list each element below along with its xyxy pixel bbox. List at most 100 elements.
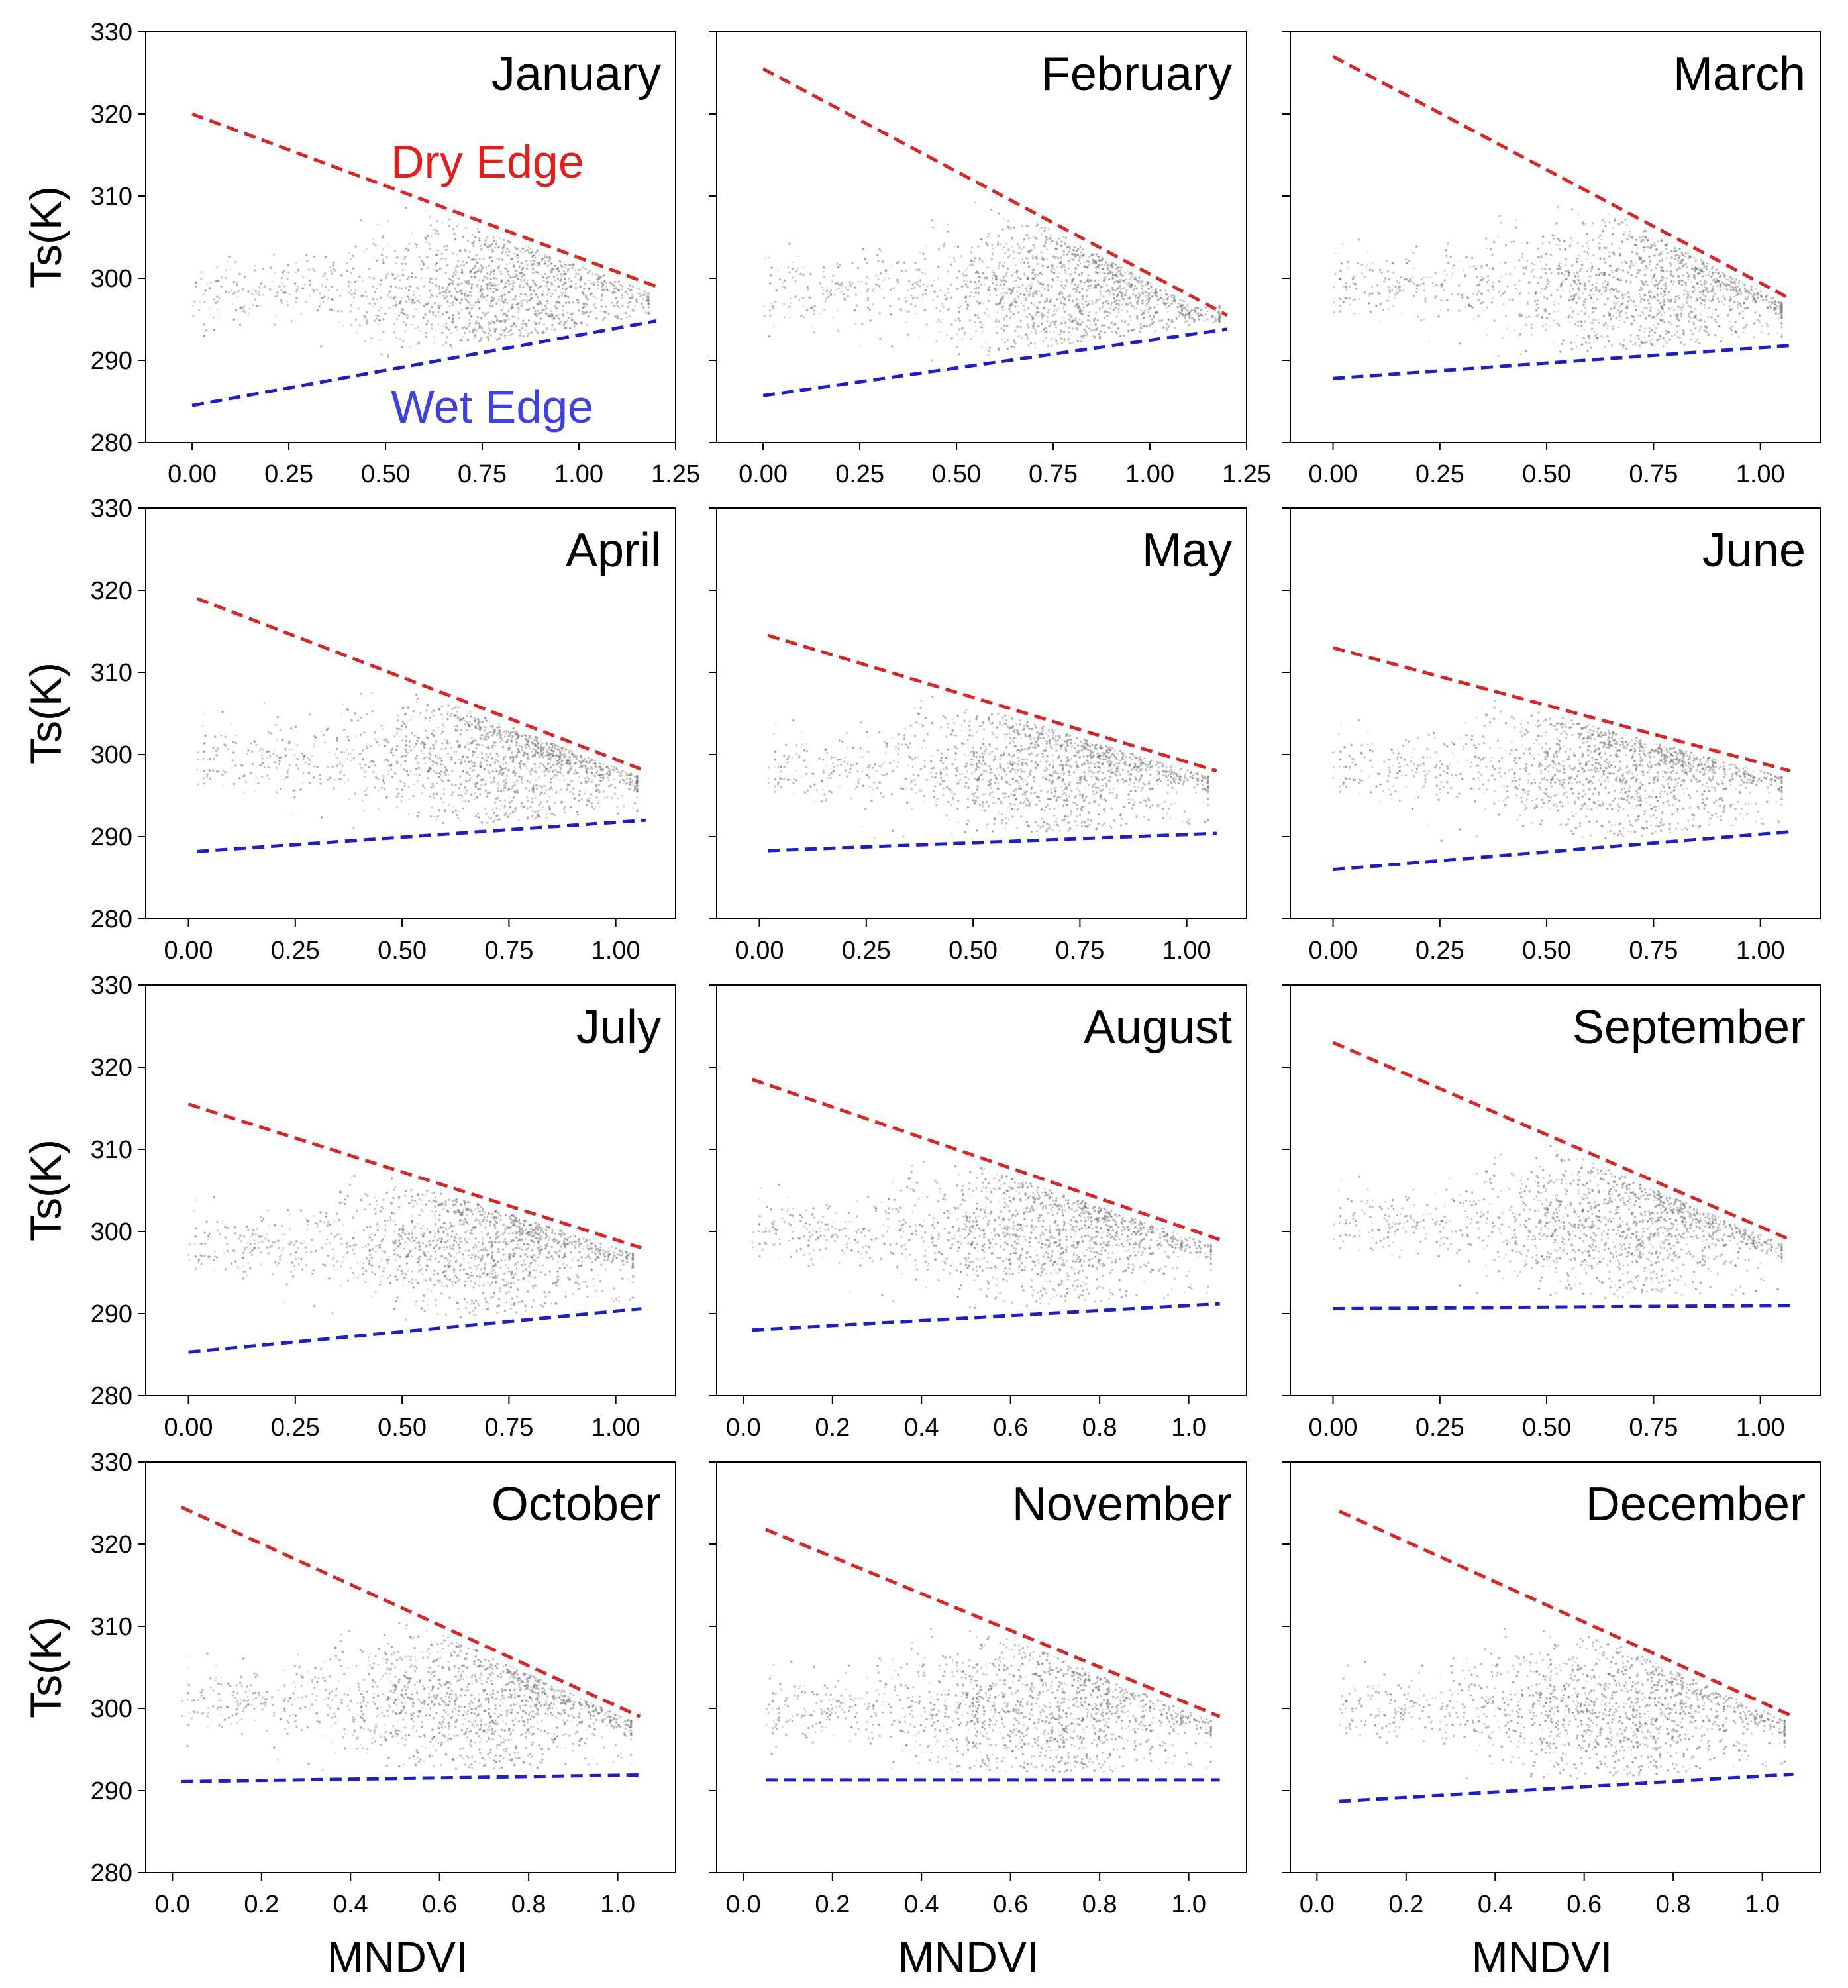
y-axis-label: Ts(K) [21, 186, 70, 288]
x-tick-label: 0.75 [1629, 937, 1678, 965]
x-tick-label: 0.25 [271, 937, 320, 965]
dry-edge-line [196, 597, 646, 773]
y-tick-label: 280 [91, 429, 132, 457]
x-tick-label: 1.00 [1736, 1414, 1785, 1441]
x-tick-label: 0.25 [1415, 460, 1464, 488]
x-tick-label: 0.25 [264, 460, 313, 488]
plot-frame [145, 31, 676, 443]
panel-january: 280 290 300 310 320 330 0.00 0.25 0.50 0.75 1.00 1.… [21, 19, 700, 488]
y-axis-label: Ts(K) [21, 1139, 70, 1241]
x-tick-label: 0.25 [1415, 1414, 1464, 1441]
x-tick-label: 0.00 [164, 937, 213, 965]
x-tick-label: 0.50 [932, 460, 981, 488]
x-tick-label: 1.0 [1171, 1891, 1206, 1918]
panel-title: February [1041, 48, 1232, 101]
y-tick-label: 310 [91, 1136, 132, 1164]
panel-title: November [1012, 1478, 1232, 1531]
plot-frame [716, 1461, 1247, 1873]
wet-edge-line [188, 1307, 642, 1354]
panel-title: May [1142, 524, 1232, 577]
x-tick-label: 1.0 [1745, 1891, 1780, 1918]
scatter-points [767, 696, 1209, 839]
panel-title: September [1572, 1001, 1806, 1054]
y-tick-label: 300 [91, 1695, 132, 1723]
x-tick-label: 0.6 [422, 1891, 457, 1918]
x-tick-label: 1.00 [591, 1414, 641, 1441]
y-tick-label: 300 [91, 1218, 132, 1246]
y-tick-label: 310 [91, 1613, 132, 1641]
plot-frame [1290, 984, 1821, 1396]
panel-title: March [1673, 48, 1806, 101]
plot-frame [716, 31, 1247, 443]
y-tick-label: 330 [91, 1449, 132, 1477]
x-tick-label: 0.4 [904, 1414, 939, 1441]
x-tick-label: 1.0 [600, 1891, 635, 1918]
scatter-points [181, 1622, 633, 1771]
panel-may: 0.00 0.25 0.50 0.75 1.00 May [709, 507, 1247, 965]
x-tick-label: 0.0 [726, 1891, 761, 1918]
y-tick-label: 320 [91, 577, 132, 605]
panel-september: 0.00 0.25 0.50 0.75 1.00 September [1282, 984, 1821, 1441]
plot-frame [145, 984, 676, 1396]
x-tick-label: 0.00 [1309, 460, 1358, 488]
y-axis-label: Ts(K) [21, 1616, 70, 1718]
y-tick-label: 290 [91, 347, 132, 375]
x-tick-label: 0.50 [1522, 1414, 1571, 1441]
x-tick-label: 0.2 [815, 1414, 850, 1441]
x-tick-label: 0.8 [1082, 1414, 1117, 1441]
x-tick-label: 0.00 [1309, 937, 1358, 965]
scatter-points [766, 1628, 1212, 1773]
x-tick-label: 0.0 [155, 1891, 190, 1918]
wet-edge-line [768, 831, 1217, 853]
wet-edge-line [762, 327, 1228, 397]
scatter-points [196, 692, 639, 830]
x-tick-label: 1.25 [651, 460, 700, 488]
x-axis-label: MNDVI [898, 1932, 1039, 1981]
x-tick-label: 0.50 [378, 1414, 427, 1441]
plot-frame [1290, 1461, 1821, 1873]
x-tick-label: 0.6 [1566, 1891, 1602, 1918]
wet-edge-line [752, 1302, 1220, 1332]
dry-edge-label: Dry Edge [391, 136, 584, 187]
y-tick-label: 330 [91, 495, 132, 523]
x-tick-label: 1.00 [1736, 460, 1785, 488]
dry-edge-line [1338, 1510, 1794, 1718]
x-tick-label: 0.00 [164, 1414, 213, 1441]
dry-edge-line [180, 1505, 641, 1718]
panel-march: 0.00 0.25 0.50 0.75 1.00 March [1282, 31, 1821, 488]
panel-title: December [1586, 1478, 1806, 1531]
panel-title: July [576, 1001, 661, 1054]
x-tick-label: 0.00 [168, 460, 217, 488]
scatter-points [1333, 1145, 1783, 1300]
scatter-points [751, 1160, 1212, 1310]
x-tick-label: 1.00 [591, 937, 641, 965]
wet-edge-line [181, 1773, 641, 1783]
y-tick-label: 290 [91, 823, 132, 851]
x-tick-label: 0.75 [484, 937, 533, 965]
x-tick-label: 0.25 [842, 937, 891, 965]
y-tick-label: 290 [91, 1300, 132, 1328]
dry-edge-line [187, 1102, 642, 1250]
wet-edge-label: Wet Edge [391, 381, 593, 433]
scatter-points [192, 206, 650, 358]
panel-april: 280 290 300 310 320 330 0.00 0.25 0.50 0.75 1.00 Ap… [21, 495, 676, 965]
panel-title: June [1702, 524, 1806, 577]
panel-title: January [491, 48, 661, 101]
wet-edge-line [191, 319, 657, 407]
plot-frame [1290, 507, 1821, 919]
x-tick-label: 1.00 [1736, 937, 1785, 965]
plot-frame [716, 984, 1247, 1396]
dry-edge-line [1332, 646, 1791, 773]
panel-august: 0.0 0.2 0.4 0.6 0.8 1.0 August [709, 984, 1247, 1441]
x-tick-label: 0.4 [1478, 1891, 1513, 1918]
x-tick-label: 0.2 [244, 1891, 279, 1918]
x-tick-label: 0.25 [835, 460, 884, 488]
y-tick-label: 330 [91, 19, 132, 46]
plot-frame [716, 507, 1247, 919]
x-tick-label: 1.00 [554, 460, 603, 488]
y-tick-label: 330 [91, 972, 132, 1000]
wet-edge-line [1333, 1304, 1790, 1311]
y-tick-label: 300 [91, 265, 132, 293]
y-tick-label: 280 [91, 1859, 132, 1887]
x-tick-label: 0.2 [1388, 1891, 1423, 1918]
